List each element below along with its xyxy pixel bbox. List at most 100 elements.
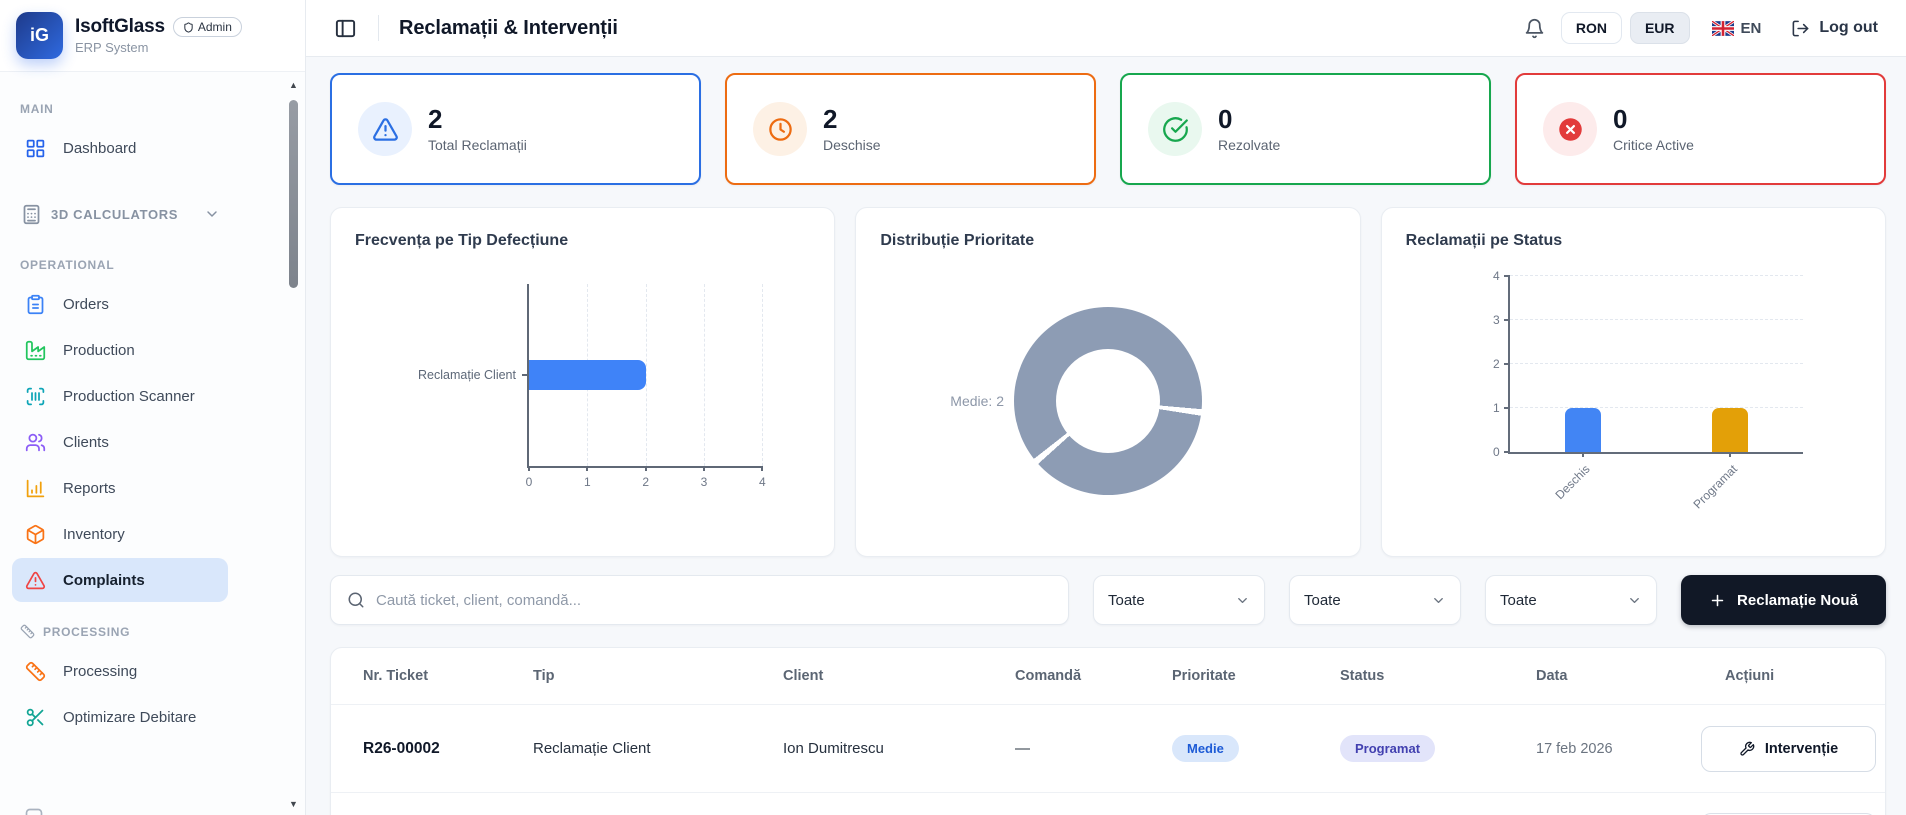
scrollbar-down-arrow[interactable]: ▼ <box>289 799 298 809</box>
table-row-partial[interactable] <box>331 793 1885 815</box>
app-name: IsoftGlass <box>75 16 165 37</box>
filter-select-status[interactable]: Toate <box>1485 575 1657 625</box>
sidebar-group-3d-calculators[interactable]: 3D CALCULATORS <box>12 192 228 236</box>
defect-frequency-chart: 0 1 2 3 4 Reclamație Client <box>355 262 810 514</box>
sidebar-item-orders[interactable]: Orders <box>12 282 228 326</box>
section-label-main: MAIN <box>20 102 54 116</box>
language-switcher[interactable]: EN <box>1711 19 1762 37</box>
y-tick-label: 3 <box>1492 313 1500 327</box>
gridline <box>645 284 647 466</box>
sidebar-scrollbar[interactable]: ▲ ▼ <box>288 74 299 815</box>
sidebar-item-dashboard[interactable]: Dashboard <box>12 126 228 170</box>
sidebar-item-optimizare-debitare[interactable]: Optimizare Debitare <box>12 695 228 739</box>
clipboard-icon <box>24 293 46 315</box>
category-label: Reclamație Client <box>418 368 516 382</box>
sidebar-toggle-button[interactable] <box>332 15 358 41</box>
stat-label: Total Reclamații <box>428 136 527 153</box>
section-label-processing: PROCESSING <box>20 624 220 639</box>
x-tick-label: 2 <box>642 475 649 489</box>
y-tick <box>1503 451 1510 453</box>
sidebar-item-label: Production Scanner <box>63 387 195 405</box>
order-reference: — <box>1015 740 1030 757</box>
stat-label: Critice Active <box>1613 136 1694 153</box>
table-row[interactable]: R26-00002 Reclamație Client Ion Dumitres… <box>331 705 1885 793</box>
intervention-button[interactable]: Intervenție <box>1701 725 1876 772</box>
gridline <box>1509 275 1803 276</box>
sidebar-item-complaints[interactable]: Complaints <box>12 558 228 602</box>
language-label: EN <box>1740 19 1762 37</box>
stat-card-resolved[interactable]: 0 Rezolvate <box>1120 73 1491 185</box>
package-icon <box>24 523 46 545</box>
chevron-down-icon <box>1235 593 1250 608</box>
scrollbar-up-arrow[interactable]: ▲ <box>289 80 298 90</box>
stat-card-total[interactable]: 2 Total Reclamații <box>330 73 701 185</box>
table-header-row: Nr. Ticket Tip Client Comandă Prioritate… <box>331 648 1885 705</box>
intervention-label: Intervenție <box>1764 740 1839 757</box>
logout-button[interactable]: Log out <box>1791 19 1878 38</box>
filter-select-priority[interactable]: Toate <box>1289 575 1461 625</box>
gridline <box>703 284 705 466</box>
sidebar-item-reports[interactable]: Reports <box>12 466 228 510</box>
complaints-table: Nr. Ticket Tip Client Comandă Prioritate… <box>330 647 1886 815</box>
status-chart-plot: 0 1 2 3 4 Deschis Programat <box>1493 269 1803 512</box>
y-tick <box>1503 407 1510 409</box>
sidebar-item-processing[interactable]: Processing <box>12 649 228 693</box>
select-value: Toate <box>1108 591 1145 609</box>
sidebar-item-label: Clients <box>63 433 109 451</box>
bar-Programat <box>1711 408 1748 452</box>
x-tick <box>702 466 705 471</box>
x-circle-icon <box>1543 102 1597 156</box>
search-box <box>330 575 1069 625</box>
currency-eur-button[interactable]: EUR <box>1629 12 1690 44</box>
sidebar-item-production[interactable]: Production <box>12 328 228 372</box>
sidebar-item-clients[interactable]: Clients <box>12 420 228 464</box>
gridline <box>762 284 764 466</box>
gridline <box>1509 319 1803 320</box>
stat-value: 0 <box>1218 104 1233 135</box>
new-complaint-button[interactable]: Reclamație Nouă <box>1681 575 1886 625</box>
bell-icon <box>1525 18 1544 38</box>
currency-ron-button[interactable]: RON <box>1560 12 1622 44</box>
priority-badge: Medie <box>1172 735 1239 762</box>
sidebar-nav: MAIN Dashboard 3D CALCULATORS OPERATIONA… <box>0 72 240 815</box>
topbar: Reclamații & Intervenții RON EUR EN Log … <box>306 0 1906 57</box>
stat-value: 0 <box>1613 104 1628 135</box>
x-tick <box>528 466 530 471</box>
logout-icon <box>1792 20 1809 36</box>
priority-distribution-chart-card: Distribuție Prioritate Medie: 2 <box>855 207 1361 557</box>
app-logo: iG <box>16 12 63 59</box>
sidebar-item-partial <box>24 807 44 815</box>
status-chart: 0 1 2 3 4 Deschis Programat <box>1406 262 1861 514</box>
status-badge: Programat <box>1340 735 1436 762</box>
x-tick <box>1728 452 1731 457</box>
filter-select-type[interactable]: Toate <box>1093 575 1265 625</box>
column-header-actiuni: Acțiuni <box>1725 668 1775 684</box>
clock-icon <box>753 102 807 156</box>
donut-ring <box>1013 306 1202 495</box>
notifications-bell-button[interactable] <box>1524 18 1545 39</box>
sidebar-item-inventory[interactable]: Inventory <box>12 512 228 556</box>
y-tick-label: 2 <box>1492 357 1500 371</box>
sidebar-item-label: Processing <box>63 662 138 680</box>
status-chart-card: Reclamații pe Status 0 1 2 3 4 Deschis Program… <box>1380 207 1886 557</box>
scrollbar-thumb[interactable] <box>289 100 298 288</box>
sidebar-item-production-scanner[interactable]: Production Scanner <box>12 374 228 418</box>
stat-card-critical[interactable]: 0 Critice Active <box>1515 73 1886 185</box>
stat-label: Deschise <box>823 136 881 153</box>
defect-chart-plot: 0 1 2 3 4 Reclamație Client <box>418 284 766 489</box>
brand-header: iG IsoftGlass Admin ERP System <box>0 0 305 72</box>
chevron-down-icon <box>204 206 220 222</box>
ruler-icon <box>24 660 46 682</box>
y-tick-label: 4 <box>1492 269 1500 283</box>
layout-grid-icon <box>24 137 46 159</box>
bar-Deschis <box>1564 408 1601 452</box>
bar-chart-icon <box>24 477 46 499</box>
sidebar-item-label: Reports <box>63 479 116 497</box>
stat-card-open[interactable]: 2 Deschise <box>725 73 1096 185</box>
search-input[interactable] <box>376 591 1052 609</box>
uk-flag-icon <box>1711 20 1734 36</box>
scissors-icon <box>24 706 46 728</box>
sidebar-item-label: Optimizare Debitare <box>63 708 197 726</box>
y-tick <box>1503 363 1510 365</box>
